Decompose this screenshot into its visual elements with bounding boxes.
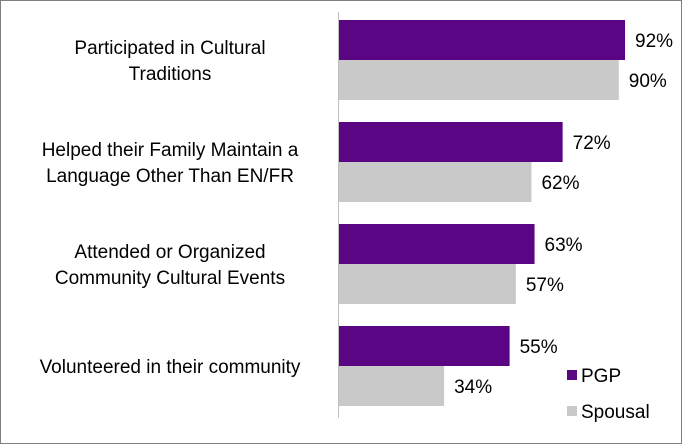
legend-label-pgp: PGP <box>581 366 621 387</box>
value-label-spousal-2: 57% <box>526 275 564 296</box>
legend-swatch-spousal <box>567 406 577 416</box>
value-label-pgp-1: 72% <box>573 133 611 154</box>
category-label-1-line-1: Language Other Than EN/FR <box>46 166 294 187</box>
bar-spousal-2 <box>338 264 516 304</box>
bar-spousal-3 <box>338 366 445 406</box>
value-labels: 92% 90% 72% 62% 63% 57% 55% 34% <box>454 31 673 398</box>
legend-label-spousal: Spousal <box>581 402 650 423</box>
legend-swatch-pgp <box>567 370 577 380</box>
category-label-2-line-1: Community Cultural Events <box>55 268 285 289</box>
value-label-pgp-2: 63% <box>545 235 583 256</box>
bar-spousal-0 <box>338 60 619 100</box>
bar-spousal-1 <box>338 162 532 202</box>
value-label-spousal-0: 90% <box>629 71 667 92</box>
category-labels: Participated in Cultural Traditions Helped… <box>40 38 301 378</box>
category-label-0-line-1: Traditions <box>129 64 212 85</box>
category-label-0-line-0: Participated in Cultural <box>74 38 265 59</box>
value-label-spousal-3: 34% <box>454 377 492 398</box>
bars-layer <box>338 20 626 406</box>
category-label-1-line-0: Helped their Family Maintain a <box>42 140 299 161</box>
category-label-3-line-0: Volunteered in their community <box>40 357 301 378</box>
bar-pgp-2 <box>338 224 535 264</box>
value-label-pgp-0: 92% <box>635 31 673 52</box>
value-label-pgp-3: 55% <box>520 337 558 358</box>
legend: PGP Spousal <box>567 366 650 423</box>
bar-pgp-3 <box>338 326 510 366</box>
value-label-spousal-1: 62% <box>541 173 579 194</box>
bar-pgp-1 <box>338 122 563 162</box>
category-label-2-line-0: Attended or Organized <box>74 242 265 263</box>
bar-pgp-0 <box>338 20 626 60</box>
